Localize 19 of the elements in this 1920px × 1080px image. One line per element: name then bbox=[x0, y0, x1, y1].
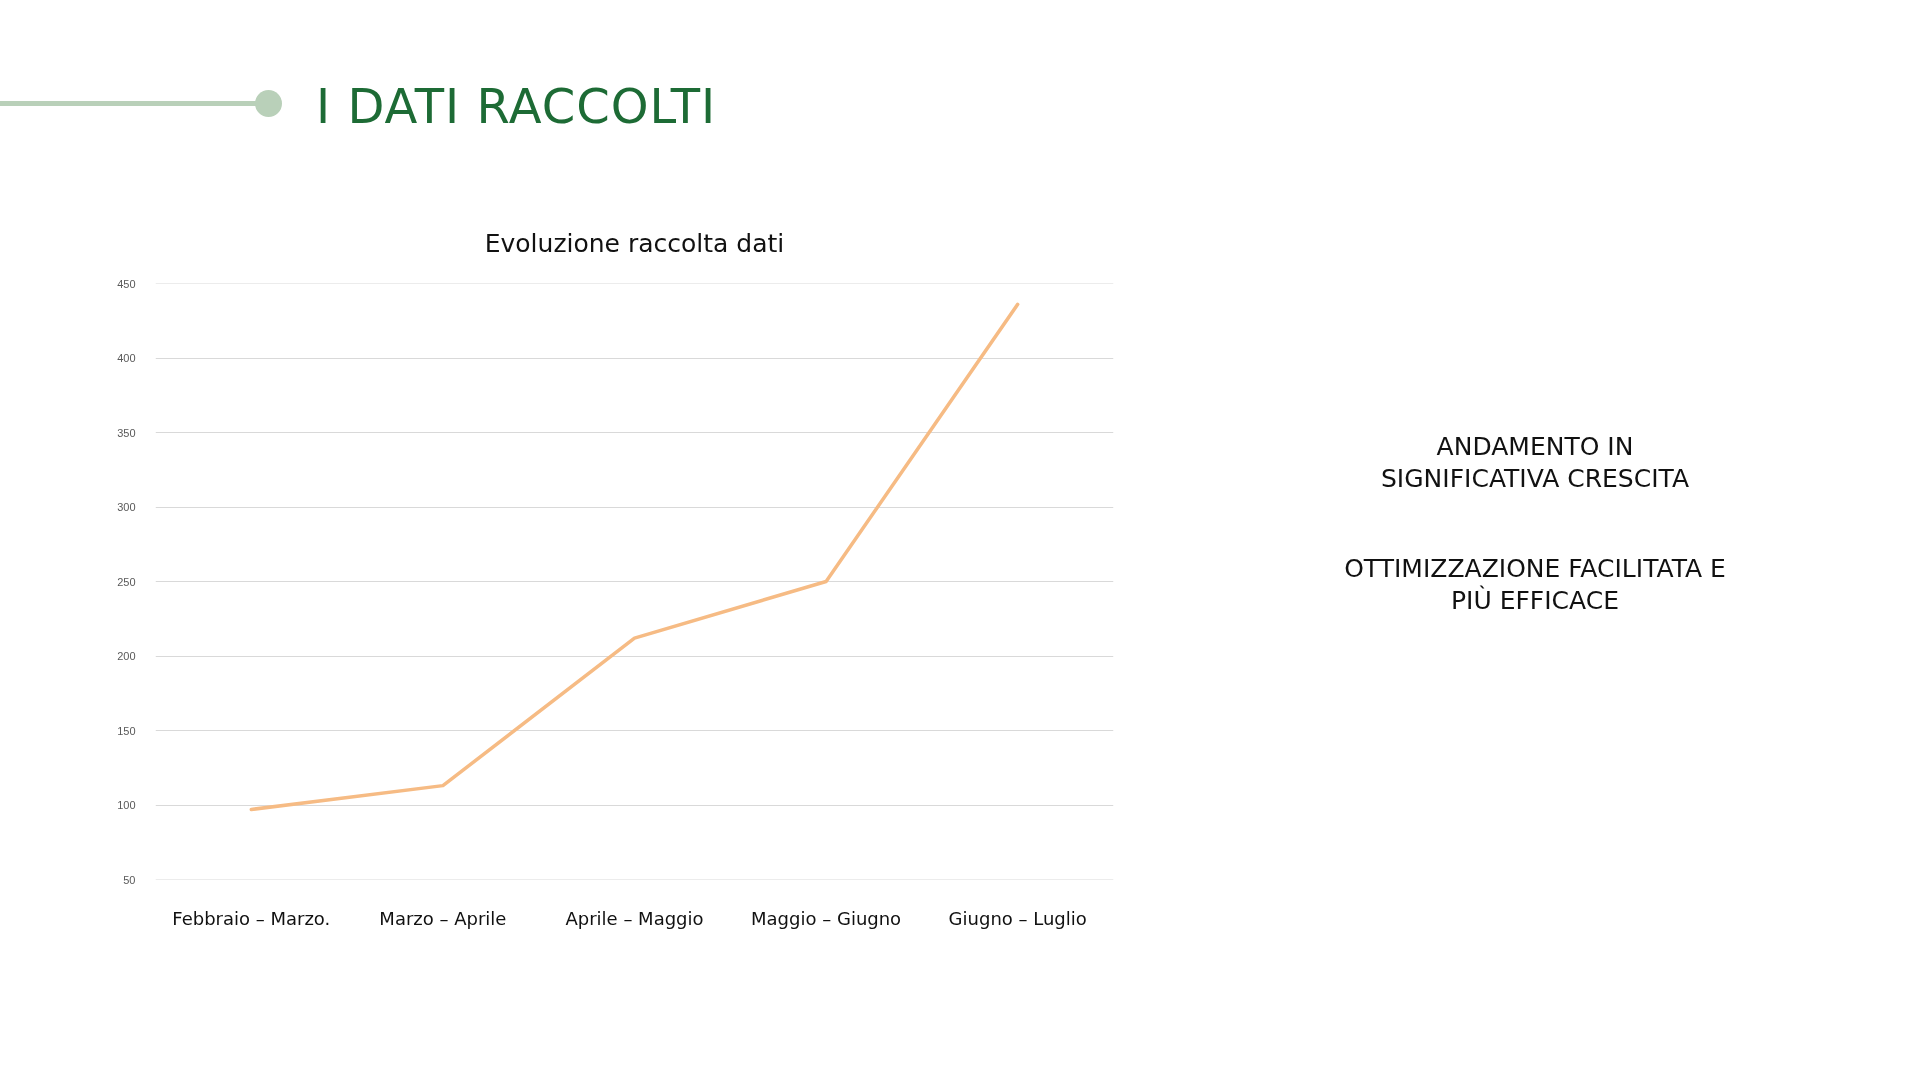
y-tick-label: 200 bbox=[117, 650, 136, 662]
y-tick-label: 50 bbox=[123, 873, 136, 886]
y-tick-label: 150 bbox=[117, 724, 136, 737]
chart-subtitle: Evoluzione raccolta dati bbox=[484, 228, 785, 258]
x-tick-label: Giugno – Luglio bbox=[948, 907, 1087, 929]
x-tick-label: Marzo – Aprile bbox=[379, 907, 507, 929]
y-tick-label: 400 bbox=[117, 352, 136, 364]
chart-title: I DATI RACCOLTI bbox=[316, 77, 717, 136]
x-tick-label: Aprile – Maggio bbox=[565, 907, 704, 929]
x-tick-label: Febbraio – Marzo. bbox=[172, 907, 331, 929]
text: ANDAMENTO IN SIGNIFICATIVA CRESCITA bbox=[1380, 431, 1690, 495]
x-tick-label: Maggio – Giugno bbox=[751, 907, 902, 929]
y-tick-label: 300 bbox=[117, 501, 136, 513]
y-tick-label: 450 bbox=[117, 277, 136, 290]
line-series bbox=[249, 302, 1020, 812]
y-tick-label: 250 bbox=[117, 575, 136, 588]
text: OTTIMIZZAZIONE FACILITATA E PIÙ EFFICACE bbox=[1343, 553, 1727, 617]
y-tick-label: 350 bbox=[117, 426, 136, 439]
y-tick-label: 100 bbox=[117, 799, 136, 811]
